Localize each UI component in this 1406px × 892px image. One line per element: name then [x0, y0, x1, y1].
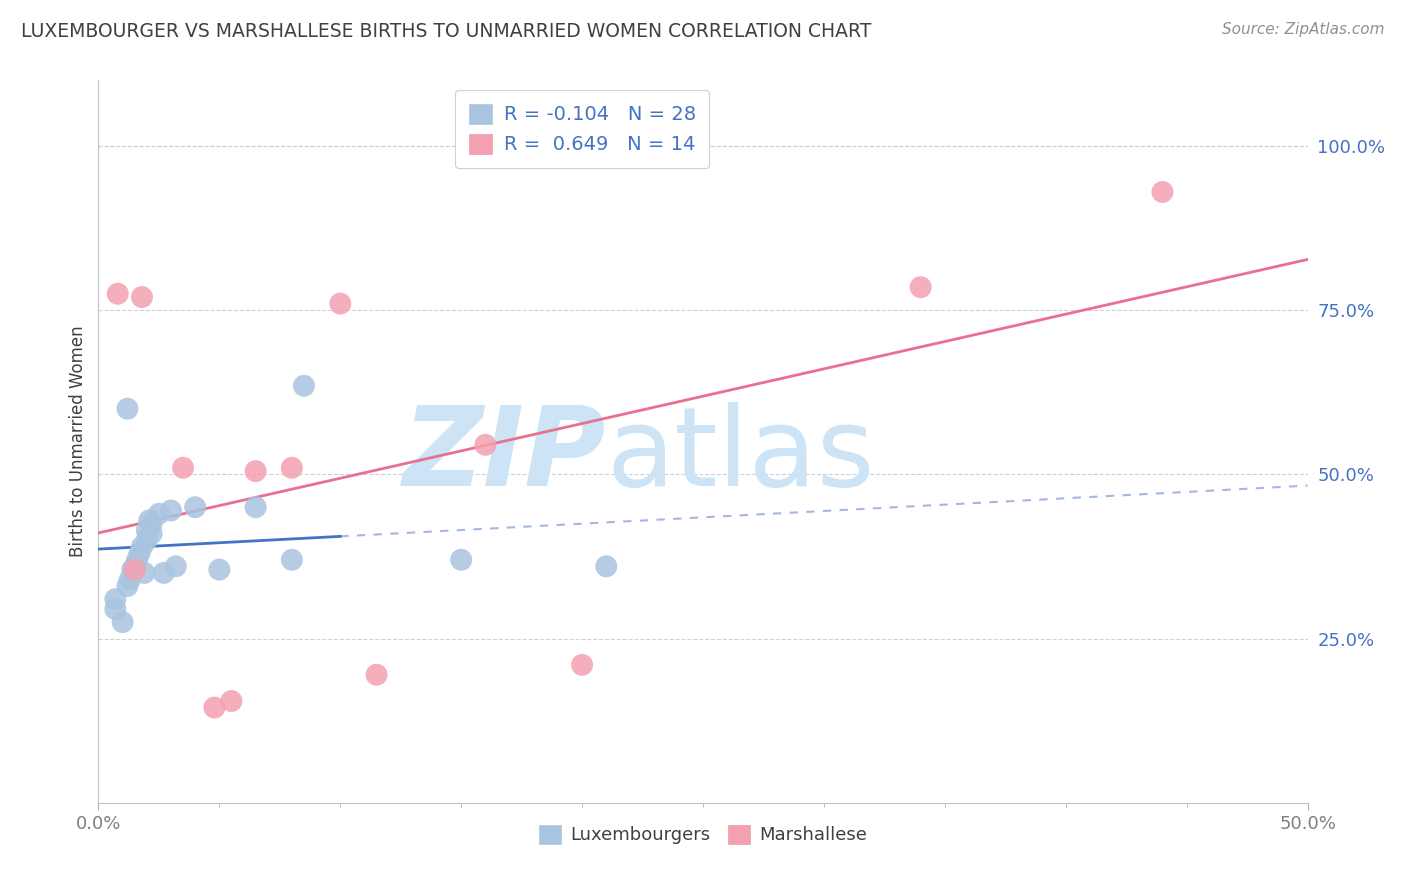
- Point: [121, 563, 143, 577]
- Point: [131, 540, 153, 554]
- Point: [474, 438, 496, 452]
- Point: [107, 286, 129, 301]
- Point: [135, 523, 157, 537]
- Point: [221, 694, 243, 708]
- Point: [281, 460, 304, 475]
- Point: [141, 516, 163, 531]
- Point: [329, 296, 352, 310]
- Point: [292, 378, 315, 392]
- Text: ZIP: ZIP: [402, 402, 606, 509]
- Point: [245, 500, 267, 515]
- Point: [165, 559, 187, 574]
- Point: [148, 507, 170, 521]
- Point: [124, 563, 146, 577]
- Point: [134, 566, 156, 580]
- Point: [245, 464, 267, 478]
- Point: [204, 700, 226, 714]
- Point: [131, 290, 153, 304]
- Point: [138, 513, 160, 527]
- Text: atlas: atlas: [606, 402, 875, 509]
- Point: [124, 559, 146, 574]
- Point: [160, 503, 183, 517]
- Legend: Luxembourgers, Marshallese: Luxembourgers, Marshallese: [531, 818, 875, 852]
- Point: [184, 500, 207, 515]
- Point: [117, 401, 139, 416]
- Point: [127, 553, 149, 567]
- Point: [141, 526, 163, 541]
- Point: [281, 553, 304, 567]
- Point: [1152, 185, 1174, 199]
- Point: [208, 563, 231, 577]
- Point: [910, 280, 932, 294]
- Y-axis label: Births to Unmarried Women: Births to Unmarried Women: [69, 326, 87, 558]
- Point: [111, 615, 134, 630]
- Point: [118, 573, 141, 587]
- Text: LUXEMBOURGER VS MARSHALLESE BIRTHS TO UNMARRIED WOMEN CORRELATION CHART: LUXEMBOURGER VS MARSHALLESE BIRTHS TO UN…: [21, 22, 872, 41]
- Point: [135, 533, 157, 547]
- Text: Source: ZipAtlas.com: Source: ZipAtlas.com: [1222, 22, 1385, 37]
- Point: [152, 566, 174, 580]
- Point: [595, 559, 617, 574]
- Point: [366, 667, 388, 681]
- Point: [128, 546, 150, 560]
- Point: [571, 657, 593, 672]
- Point: [104, 602, 127, 616]
- Point: [104, 592, 127, 607]
- Point: [117, 579, 139, 593]
- Point: [172, 460, 194, 475]
- Point: [450, 553, 472, 567]
